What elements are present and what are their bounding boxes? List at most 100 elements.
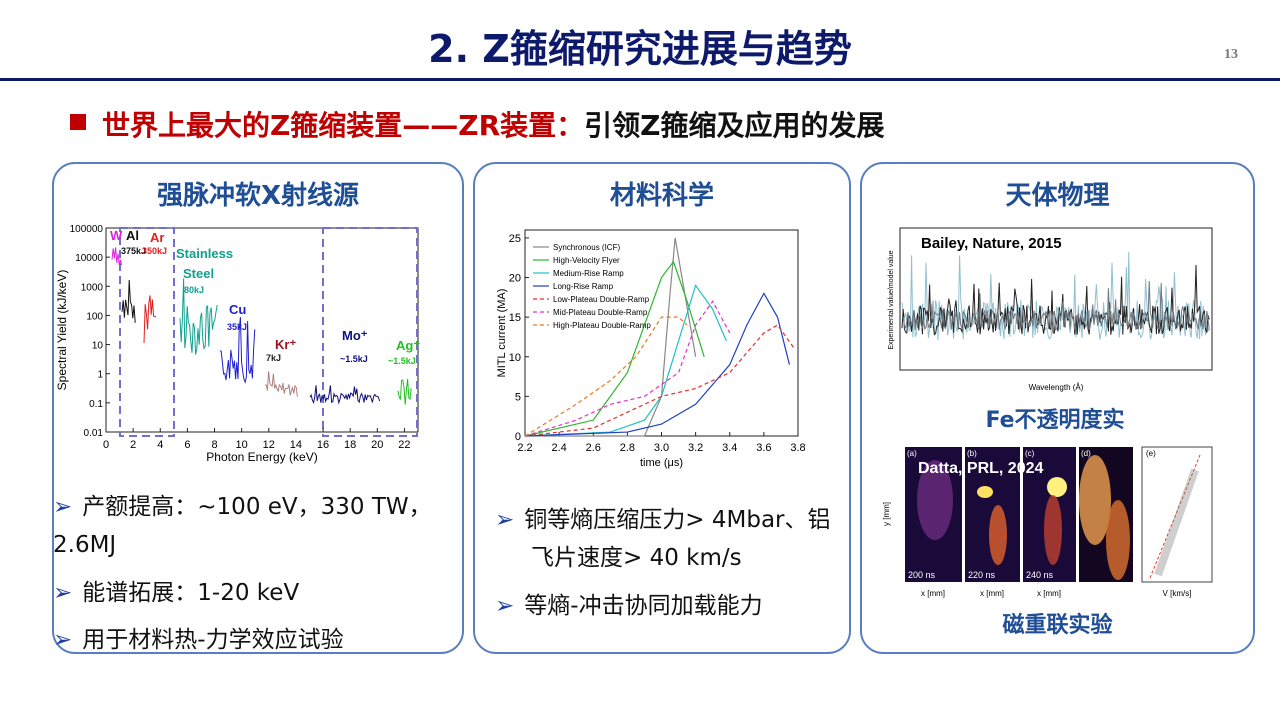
x-axis-label: x [mm] [921,589,945,598]
spectrum [397,378,412,405]
annotation: Ag⁺ [396,338,420,353]
y-tick-label: 0.1 [89,399,103,410]
rule [0,78,1280,81]
panel-title: 天体物理 [1005,181,1110,211]
x-axis-label: x [mm] [1037,589,1061,598]
annotation: Cu [229,302,246,317]
y-tick-label: 15 [509,312,521,324]
x-tick-label: 2.4 [551,442,566,454]
y-tick-label: 1 [97,370,103,381]
bullet-text: 用于材料热-力学效应试验 [82,627,344,653]
x-axis-label: V [km/s] [1163,589,1192,598]
bullet-text: 铜等熵压缩压力> 4Mbar、铝飞片速度> 40 km/s [524,507,831,571]
y-axis-label: Spectral Yield (kJ/keV) [55,270,69,391]
spectrum [309,385,381,405]
y-tick-label: 0 [515,431,521,443]
panel-label: (b) [967,449,977,458]
series-line [524,300,731,437]
note-bg [918,233,1030,279]
annotation: 375kJ [121,246,146,256]
plasma [977,486,993,498]
x-tick-label: 0 [103,439,109,451]
note: Datta, PRL, 2024 [918,460,1043,477]
y-tick-label: 25 [509,233,521,245]
caption: Fe不透明度实验 [985,408,1125,433]
x-tick-label: 4 [157,439,163,451]
y-tick-label: 10000 [75,253,103,264]
spectrum [219,316,256,384]
plasma [989,505,1007,565]
time-label: 220 ns [968,570,996,580]
bullet: ➢ 能谱拓展：1-20 keV [53,580,300,606]
annotation: Mo⁺ [342,328,368,343]
x-tick-label: 2 [130,439,136,451]
x-tick-label: 3.6 [756,442,771,454]
y-tick-label: 1000 [81,282,104,293]
x-tick-label: 3.4 [722,442,737,454]
bullet-text: 产额提高：~100 eV，330 TW，2.6MJ [53,494,432,558]
panel-label: (c) [1025,449,1035,458]
y-tick-label: 10 [92,341,104,352]
panel-frame [860,162,1255,654]
spectrum [143,295,157,344]
bullet-text: 能谱拓展：1-20 keV [82,580,300,606]
annotation: Kr⁺ [275,337,296,352]
annotation: Steel [183,266,214,281]
spectrum [179,278,218,355]
plasma [1044,495,1062,565]
x-tick-label: 2.2 [517,442,532,454]
y-tick-label: 5 [515,391,521,403]
fit-band [1154,468,1199,577]
plasma [1106,500,1130,580]
annotations: W Al 375kJ Ar 350kJ Stainless Steel 80kJ… [110,228,420,366]
annotation: 350kJ [142,246,167,256]
x-tick-label: 3.8 [790,442,805,454]
caption: 磁重联实验 [1002,613,1113,638]
annotation: ~1.5kJ [388,356,416,366]
x-axis-label: time (μs) [640,457,683,469]
bullet: ➢ 等熵-冲击协同加载能力 [495,593,763,619]
panel-label: (a) [907,449,917,458]
y-tick-label: 0.01 [84,428,104,439]
bullet-text: 等熵-冲击协同加载能力 [524,593,763,619]
annotation: 35kJ [227,322,247,332]
x-tick-label: 20 [371,439,383,451]
bullet: ➢ 产额提高：~100 eV，330 TW，2.6MJ [53,494,432,558]
page-number: 13 [1224,47,1238,62]
y-tick-label: 10 [509,352,521,364]
legend-label: Mid-Plateau Double-Ramp [553,308,648,317]
x-axis-label: Wavelength (Å) [1029,383,1084,392]
y-axis-label: MITL current (MA) [496,289,508,378]
region-box [322,227,418,437]
x-axis-label: Photon Energy (keV) [206,450,317,464]
x-axis-label: x [mm] [980,589,1004,598]
plasma [917,460,953,540]
subtitle-black: 引领Z箍缩及应用的发展 [584,109,885,142]
y-tick-label: 20 [509,273,521,285]
note: Bailey, Nature, 2015 [921,235,1062,252]
panel-label: (e) [1146,449,1156,458]
y-axis-label: Experimental value/model value [888,250,895,349]
annotation: Stainless [176,246,233,261]
image-panel [1141,446,1213,583]
legend-label: High-Velocity Flyer [553,256,620,265]
annotation: Al [126,228,139,243]
x-tick-label: 3.2 [688,442,703,454]
y-tick-label: 100000 [70,224,104,235]
legend-label: Low-Plateau Double-Ramp [553,295,650,304]
x-tick-label: 12 [263,439,275,451]
time-label: 200 ns [908,570,936,580]
panel-frame [52,162,464,654]
subtitle-red: 世界上最大的Z箍缩装置——ZR装置： [102,109,585,142]
legend-label: High-Plateau Double-Ramp [553,321,651,330]
panel-label: (d) [1081,449,1091,458]
x-tick-label: 3.0 [654,442,669,454]
annotation: ~1.5kJ [340,354,368,364]
legend-label: Synchronous (ICF) [553,243,620,252]
x-tick-label: 22 [398,439,410,451]
annotation: 7kJ [266,353,281,363]
panel-title: 材料科学 [609,181,714,211]
series-line [524,260,705,437]
panel-title: 强脉冲软X射线源 [156,181,360,211]
